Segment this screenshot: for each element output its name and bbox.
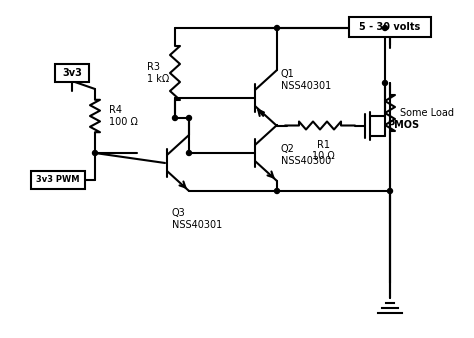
Circle shape: [388, 189, 392, 193]
Circle shape: [173, 116, 177, 121]
Text: Q3
NSS40301: Q3 NSS40301: [172, 208, 222, 230]
Text: R1
10 Ω: R1 10 Ω: [312, 140, 335, 161]
Text: Q1
NSS40301: Q1 NSS40301: [281, 69, 331, 91]
Text: R4
100 Ω: R4 100 Ω: [109, 105, 138, 127]
Text: 3v3: 3v3: [62, 68, 82, 78]
Circle shape: [92, 150, 98, 155]
Circle shape: [383, 80, 388, 86]
FancyBboxPatch shape: [349, 17, 431, 37]
FancyBboxPatch shape: [55, 64, 89, 82]
Circle shape: [274, 25, 280, 30]
Circle shape: [186, 116, 191, 121]
Text: 5 - 30 volts: 5 - 30 volts: [359, 22, 420, 32]
Text: Q2
NSS40300: Q2 NSS40300: [281, 144, 331, 166]
FancyBboxPatch shape: [31, 171, 85, 189]
Text: 3v3 PWM: 3v3 PWM: [36, 175, 80, 185]
Text: R3
1 kΩ: R3 1 kΩ: [147, 62, 169, 84]
Circle shape: [383, 25, 388, 30]
Circle shape: [186, 150, 191, 155]
Text: PMOS: PMOS: [387, 121, 419, 130]
Text: Some Load: Some Load: [400, 108, 454, 118]
Circle shape: [274, 189, 280, 193]
